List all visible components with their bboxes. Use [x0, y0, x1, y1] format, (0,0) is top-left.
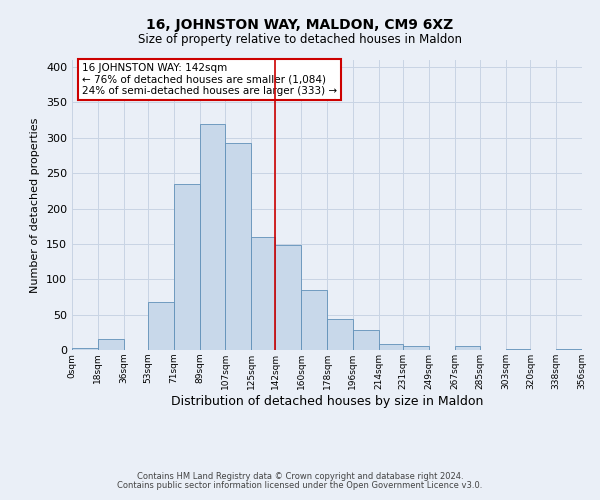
Y-axis label: Number of detached properties: Number of detached properties — [31, 118, 40, 292]
Text: 16 JOHNSTON WAY: 142sqm
← 76% of detached houses are smaller (1,084)
24% of semi: 16 JOHNSTON WAY: 142sqm ← 76% of detache… — [82, 63, 337, 96]
Bar — [148, 302, 174, 350]
Bar — [556, 348, 582, 350]
Bar — [353, 330, 379, 350]
Text: Size of property relative to detached houses in Maldon: Size of property relative to detached ho… — [138, 32, 462, 46]
Text: Contains public sector information licensed under the Open Government Licence v3: Contains public sector information licen… — [118, 481, 482, 490]
Bar — [506, 348, 530, 350]
Bar — [98, 340, 124, 350]
Bar — [72, 348, 98, 350]
Bar — [455, 346, 480, 350]
Bar — [275, 244, 301, 350]
Bar — [199, 124, 225, 350]
Bar — [225, 143, 251, 350]
Bar — [301, 290, 327, 350]
Bar — [174, 184, 199, 350]
X-axis label: Distribution of detached houses by size in Maldon: Distribution of detached houses by size … — [171, 394, 483, 407]
Bar — [251, 237, 275, 350]
Text: Contains HM Land Registry data © Crown copyright and database right 2024.: Contains HM Land Registry data © Crown c… — [137, 472, 463, 481]
Bar — [379, 344, 403, 350]
Bar — [327, 319, 353, 350]
Text: 16, JOHNSTON WAY, MALDON, CM9 6XZ: 16, JOHNSTON WAY, MALDON, CM9 6XZ — [146, 18, 454, 32]
Bar — [403, 346, 429, 350]
